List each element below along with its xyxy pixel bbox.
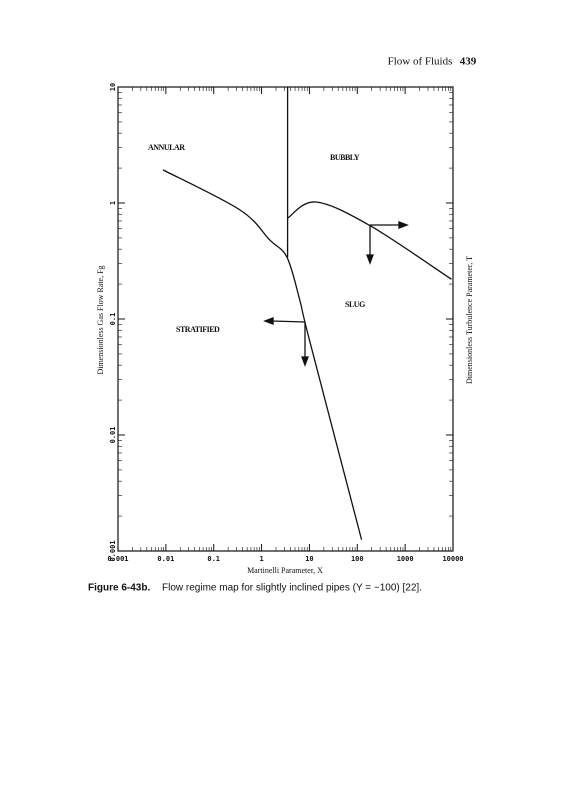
arrow (271, 320, 306, 323)
region-label: STRATIFIED (176, 325, 220, 334)
y-tick-label: 1 (109, 201, 117, 205)
boundary-line (287, 201, 452, 280)
y-tick-label: 10 (109, 83, 117, 91)
x-tick-label: 0.1 (207, 555, 220, 563)
arrow-head (263, 317, 274, 325)
x-tick-label: 100 (351, 555, 364, 563)
y-tick-label: 0.001 (109, 540, 117, 561)
x-tick-label: 10000 (442, 555, 463, 563)
arrow-head (398, 221, 409, 229)
arrow-head (366, 254, 374, 265)
region-label: BUBBLY (330, 153, 360, 162)
x-axis-label: Martinelli Parameter, X (247, 566, 323, 575)
x-tick-label: 1 (259, 555, 263, 563)
region-label: SLUG (345, 300, 365, 309)
x-tick-label: 0.001 (107, 555, 128, 563)
arrows (263, 221, 409, 367)
y2-axis-label: Dimensionless Turbulence Parameter, T (465, 256, 474, 384)
x-tick-label: 10 (305, 555, 313, 563)
caption-text: Flow regime map for slightly inclined pi… (162, 583, 422, 594)
running-head: Flow of Fluids (388, 56, 453, 68)
region-label: ANNULAR (148, 143, 185, 152)
y-tick-label: 0.1 (109, 313, 117, 326)
y-tick-label: 0.01 (109, 427, 117, 444)
x-tick-label: 0.01 (157, 555, 174, 563)
caption-label: Figure 6-43b. (88, 583, 150, 594)
x-tick-label: 1000 (397, 555, 414, 563)
boundary-line (162, 169, 363, 540)
plot-frame (117, 86, 454, 552)
arrow-head (301, 356, 309, 367)
y-axis-label: Dimensionless Gas Flow Rate, Fg (96, 265, 105, 374)
page-number: 439 (460, 56, 477, 68)
